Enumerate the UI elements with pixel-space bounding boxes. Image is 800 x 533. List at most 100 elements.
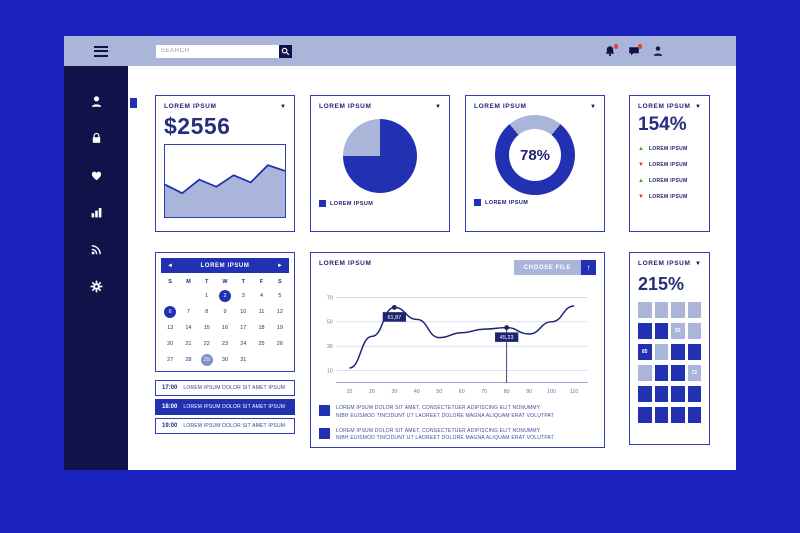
- grid-square: 85: [638, 344, 652, 360]
- calendar-day-header: F: [259, 279, 264, 285]
- calendar-date[interactable]: 13: [167, 325, 174, 331]
- card-title: LOREM IPSUM: [319, 260, 372, 267]
- pie-card: LOREM IPSUM ▼ LOREM IPSUM: [310, 95, 450, 232]
- grid-square: [654, 344, 668, 360]
- calendar-date[interactable]: 29: [200, 354, 213, 366]
- chevron-down-icon[interactable]: ▼: [280, 103, 286, 110]
- calendar-date[interactable]: 3: [241, 293, 245, 299]
- calendar-date[interactable]: 21: [185, 341, 192, 347]
- calendar-date[interactable]: 19: [276, 325, 283, 331]
- topbar-icons: [604, 44, 664, 57]
- grid-square: [638, 323, 652, 339]
- card-title: LOREM IPSUM: [638, 260, 691, 267]
- stats-value: 154%: [638, 114, 687, 135]
- line-chart-card: LOREM IPSUM CHOOSE FILE ↑ 10 30 50 70 10 20 30…: [310, 252, 605, 448]
- calendar-date[interactable]: 6: [164, 306, 177, 318]
- donut-value: 78%: [519, 146, 551, 164]
- calendar-day-header: S: [168, 279, 172, 285]
- calendar-day-header: W: [222, 279, 228, 285]
- calendar-date[interactable]: 5: [278, 293, 282, 299]
- sidebar-item-analytics[interactable]: [89, 205, 103, 219]
- schedule-item[interactable]: 19:00 LOREM IPSUM DOLOR SIT AMET IPSUM: [155, 418, 295, 434]
- chevron-down-icon[interactable]: ▼: [590, 103, 596, 110]
- donut-legend: LOREM IPSUM: [474, 199, 596, 206]
- calendar-date[interactable]: 31: [240, 357, 247, 363]
- calendar-date[interactable]: 8: [205, 309, 209, 315]
- calendar-date[interactable]: 28: [185, 357, 192, 363]
- grid-square: [654, 302, 668, 318]
- schedule-item[interactable]: 17:00 LOREM IPSUM DOLOR SIT AMET IPSUM: [155, 380, 295, 396]
- chevron-down-icon[interactable]: ▼: [695, 103, 701, 110]
- calendar-date[interactable]: 24: [240, 341, 247, 347]
- area-chart: [164, 144, 286, 218]
- calendar-date[interactable]: 23: [221, 341, 229, 347]
- calendar-date[interactable]: 1: [205, 293, 209, 299]
- sidebar-item-settings[interactable]: [89, 279, 103, 293]
- calendar-date[interactable]: 2: [218, 290, 231, 302]
- calendar-date[interactable]: 17: [240, 325, 247, 331]
- calendar-grid: 1 2 3 4 5 6 7 8 9 10 11 12 13 14 15 16 17 18 19 20 21 22 23 24 2…: [161, 290, 289, 366]
- svg-text:100: 100: [547, 389, 556, 395]
- calendar-date[interactable]: 11: [258, 309, 265, 315]
- notifications-button[interactable]: [604, 44, 618, 57]
- legend-line2: NIBH EUISMOD TINCIDUNT UT LAOREET DOLORE…: [336, 412, 554, 419]
- calendar-date[interactable]: 12: [276, 309, 283, 315]
- calendar-date[interactable]: 7: [186, 309, 190, 315]
- menu-icon[interactable]: [94, 45, 108, 57]
- calendar-date[interactable]: 18: [258, 325, 265, 331]
- svg-text:40: 40: [414, 389, 420, 395]
- calendar-date[interactable]: 26: [276, 341, 283, 347]
- calendar-date[interactable]: 30: [221, 357, 229, 363]
- calendar-date[interactable]: 27: [167, 357, 174, 363]
- grid-square: [654, 386, 668, 402]
- calendar-date[interactable]: 14: [185, 325, 192, 331]
- schedule-item[interactable]: 18:00 LOREM IPSUM DOLOR SIT AMET IPSUM: [155, 399, 295, 415]
- calendar-date[interactable]: 20: [167, 341, 174, 347]
- dashboard-panel: LOREM IPSUM ▼ $2556 LOREM IPSUM ▼ LOREM …: [64, 36, 736, 470]
- svg-text:61,87: 61,87: [387, 315, 401, 321]
- donut-card: LOREM IPSUM ▼ 78% LOREM IPSUM: [465, 95, 605, 232]
- sidebar-item-profile[interactable]: [89, 94, 103, 108]
- svg-text:50: 50: [327, 320, 333, 326]
- legend-label: LOREM IPSUM: [330, 200, 374, 207]
- calendar-day-header: T: [241, 279, 245, 285]
- schedule-time: 17:00: [162, 385, 178, 391]
- prev-month-icon[interactable]: ◄: [167, 262, 173, 269]
- profile-button[interactable]: [652, 45, 664, 57]
- stat-item: ▼ LOREM IPSUM: [638, 194, 701, 200]
- sidebar-active-indicator: [130, 98, 137, 108]
- grid-square: [671, 365, 685, 381]
- grid-square: [671, 386, 685, 402]
- calendar-date[interactable]: 4: [260, 293, 264, 299]
- card-title: LOREM IPSUM: [319, 103, 372, 110]
- legend-square-icon: [474, 199, 481, 206]
- svg-text:10: 10: [327, 368, 333, 374]
- legend-label: LOREM IPSUM: [485, 199, 529, 206]
- grid-square: [654, 407, 668, 423]
- sidebar-item-security[interactable]: [89, 131, 103, 145]
- upload-icon: ↑: [581, 260, 596, 275]
- calendar-date[interactable]: 16: [221, 325, 229, 331]
- search-button[interactable]: [279, 44, 292, 58]
- donut-chart: 78%: [495, 115, 575, 195]
- calendar-date[interactable]: 9: [223, 309, 227, 315]
- svg-text:20: 20: [369, 389, 375, 395]
- schedule-time: 18:00: [162, 404, 178, 410]
- revenue-value: $2556: [164, 113, 231, 139]
- grid-square: [638, 302, 652, 318]
- search-input[interactable]: [156, 44, 279, 58]
- sidebar-item-favorites[interactable]: [89, 168, 103, 182]
- search-icon: [281, 47, 290, 55]
- chevron-down-icon[interactable]: ▼: [435, 103, 441, 110]
- messages-button[interactable]: [628, 44, 642, 57]
- calendar-date[interactable]: 15: [203, 325, 210, 331]
- calendar-date[interactable]: 10: [240, 309, 247, 315]
- chevron-down-icon[interactable]: ▼: [695, 260, 701, 267]
- calendar-date[interactable]: 25: [258, 341, 265, 347]
- calendar-date[interactable]: 22: [203, 341, 210, 347]
- sidebar-item-feeds[interactable]: [89, 242, 103, 256]
- next-month-icon[interactable]: ►: [277, 262, 283, 269]
- choose-file-button[interactable]: CHOOSE FILE ↑: [513, 260, 596, 275]
